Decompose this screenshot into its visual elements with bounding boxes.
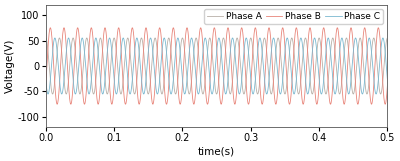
Y-axis label: Voltage(V): Voltage(V) (5, 39, 15, 93)
Phase B (164, 103, 169, 105)
Phase A (45, 44, 50, 46)
Line: Phase A: Phase A (46, 38, 388, 94)
Phase A (58, 38, 62, 40)
Phase B (367, 87, 372, 89)
Phase B (43, 84, 48, 86)
Phase C (367, 37, 372, 39)
Phase C (271, 37, 276, 39)
Line: Phase C: Phase C (46, 38, 388, 94)
Phase C (210, 91, 215, 93)
Phase B (385, 84, 390, 86)
Phase B (64, 45, 68, 47)
Phase C (278, 93, 283, 95)
Phase A (210, 60, 215, 62)
Line: Phase B: Phase B (46, 28, 388, 104)
Phase C (64, 52, 68, 54)
Legend: Phase A, Phase B, Phase C: Phase A, Phase B, Phase C (204, 9, 383, 24)
Phase B (58, 76, 62, 78)
Phase A (385, 37, 390, 39)
Phase A (64, 93, 69, 95)
Phase C (110, 62, 115, 64)
Phase B (45, 58, 50, 60)
Phase B (110, 100, 115, 102)
Phase A (110, 42, 115, 44)
X-axis label: time(s): time(s) (198, 146, 235, 156)
Phase B (210, 35, 215, 37)
Phase C (58, 84, 62, 86)
Phase B (157, 27, 162, 29)
Phase A (43, 37, 48, 39)
Phase C (385, 79, 390, 81)
Phase A (367, 77, 372, 79)
Phase C (43, 79, 48, 81)
Phase C (45, 91, 50, 93)
Phase A (50, 93, 55, 95)
